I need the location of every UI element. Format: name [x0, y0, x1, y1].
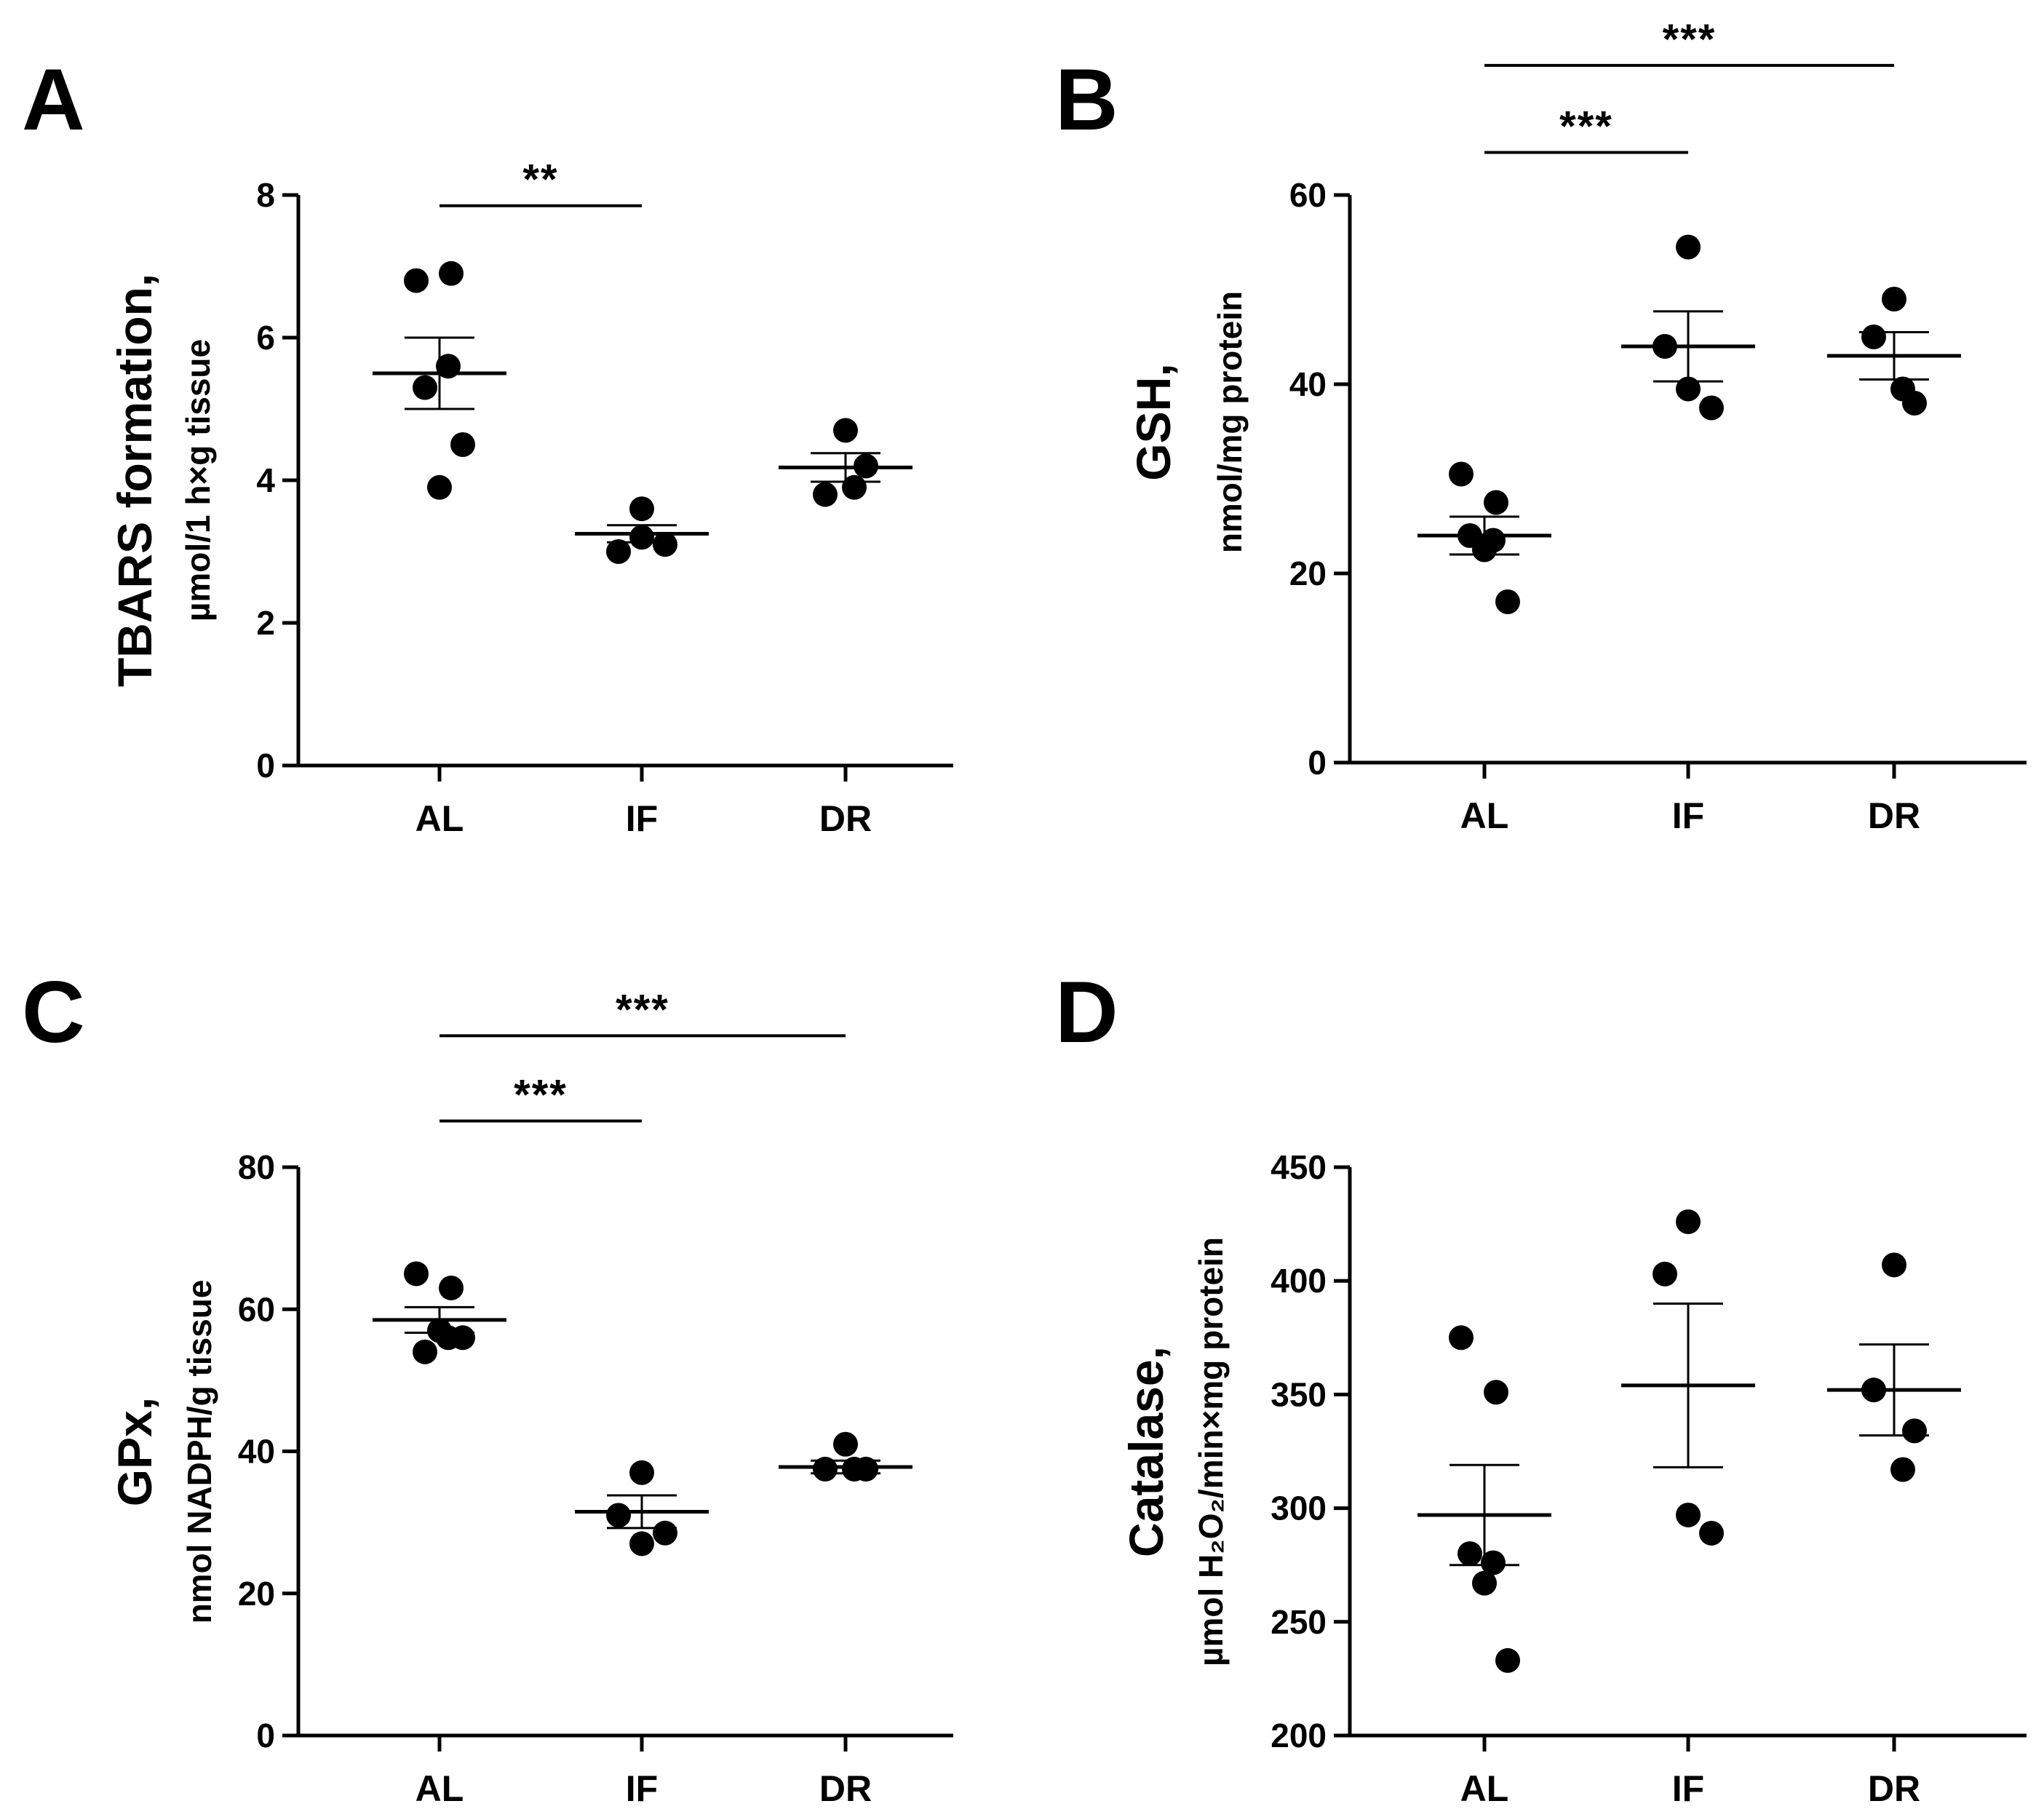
- y-tick-label: 4: [256, 461, 275, 499]
- data-point: [653, 532, 677, 557]
- y-axis-unit: µmol/1 h×g tissue: [179, 339, 217, 621]
- data-point: [1676, 1209, 1701, 1234]
- data-point: [833, 1431, 858, 1457]
- data-point: [1902, 1418, 1927, 1444]
- significance-label: ***: [1559, 103, 1613, 151]
- data-point: [404, 268, 429, 293]
- y-tick-label: 40: [1289, 365, 1327, 403]
- y-tick-label: 60: [1289, 176, 1327, 214]
- y-tick-label: 20: [238, 1575, 275, 1613]
- y-tick-label: 450: [1270, 1148, 1327, 1186]
- panel-c: C 0 20 40 60 80 AL IF DR GPx, nmol NADPH/g tissue *…: [22, 963, 953, 1809]
- data-point: [1699, 395, 1724, 421]
- x-category-label: IF: [626, 798, 658, 839]
- data-point: [842, 1456, 867, 1482]
- y-tick-label: 60: [238, 1290, 275, 1328]
- data-point: [1676, 376, 1701, 402]
- panel-letter: C: [22, 963, 85, 1061]
- data-point: [1882, 287, 1906, 311]
- data-point: [450, 1325, 475, 1351]
- y-tick-label: 300: [1270, 1490, 1327, 1527]
- data-point: [439, 261, 464, 286]
- x-category-label: AL: [415, 798, 464, 839]
- data-point: [1484, 1380, 1508, 1405]
- x-category-label: DR: [819, 1768, 872, 1809]
- data-point: [813, 1456, 838, 1482]
- data-point: [813, 482, 838, 507]
- data-point: [1890, 1457, 1915, 1482]
- y-tick-label: 2: [256, 604, 275, 642]
- panel-b: B 0 20 40 60 AL IF DR GSH, nmol/mg protein *** ***: [1055, 16, 2027, 836]
- y-tick-label: 0: [256, 747, 275, 784]
- data-point: [1495, 1647, 1520, 1673]
- panel-a: A 0 2 4 6 8 AL IF DR TBARS formation, µmol/1 h×g t…: [22, 51, 953, 839]
- y-tick-label: 40: [238, 1433, 275, 1471]
- significance-label: ***: [1663, 16, 1717, 63]
- data-point: [1472, 1570, 1497, 1596]
- y-axis-title: GPx,: [108, 1397, 162, 1506]
- x-category-label: AL: [1460, 795, 1509, 836]
- data-point: [1882, 1252, 1906, 1278]
- data-point: [1495, 589, 1520, 614]
- data-point: [1481, 1550, 1506, 1575]
- data-point: [629, 1460, 654, 1485]
- data-point: [450, 432, 475, 457]
- y-tick-label: 250: [1270, 1603, 1327, 1641]
- data-point: [413, 1339, 437, 1364]
- significance-label: ***: [616, 986, 669, 1033]
- data-point: [1699, 1520, 1724, 1546]
- data-point: [1449, 461, 1474, 487]
- data-point: [1890, 376, 1915, 402]
- panel-d: D 200 250 300 350 400 450 AL IF DR Catalase, µmol H…: [1055, 963, 2027, 1809]
- data-point: [606, 539, 631, 564]
- data-point: [1676, 1502, 1701, 1527]
- x-category-label: IF: [626, 1768, 658, 1809]
- x-category-label: DR: [1868, 1768, 1920, 1809]
- y-tick-label: 8: [256, 176, 275, 214]
- data-point: [629, 1531, 654, 1556]
- data-point: [413, 375, 437, 400]
- panel-letter: A: [22, 51, 85, 148]
- data-point: [1653, 1261, 1677, 1287]
- y-tick-label: 400: [1270, 1262, 1327, 1300]
- data-point: [1449, 1325, 1474, 1351]
- y-axis-unit: nmol/mg protein: [1211, 291, 1249, 553]
- y-tick-label: 80: [238, 1148, 275, 1186]
- data-point: [1861, 325, 1886, 349]
- significance-label: ***: [514, 1072, 568, 1119]
- data-point: [404, 1261, 429, 1287]
- y-axis-unit: nmol NADPH/g tissue: [180, 1280, 218, 1624]
- y-axis-unit: µmol H₂O₂/min×mg protein: [1192, 1237, 1230, 1666]
- y-tick-label: 0: [256, 1717, 275, 1754]
- y-axis-title: Catalase,: [1119, 1346, 1173, 1557]
- y-tick-label: 20: [1289, 554, 1327, 592]
- data-point: [1676, 234, 1701, 260]
- data-point: [427, 474, 452, 500]
- significance-label: **: [522, 156, 558, 204]
- x-category-label: DR: [819, 798, 872, 839]
- data-point: [439, 1275, 464, 1300]
- data-point: [1458, 1541, 1482, 1567]
- data-point: [606, 1503, 631, 1528]
- y-tick-label: 0: [1308, 744, 1327, 782]
- x-category-label: DR: [1868, 795, 1920, 836]
- panel-letter: B: [1055, 51, 1118, 148]
- panel-letter: D: [1055, 963, 1118, 1061]
- data-point: [653, 1520, 677, 1546]
- y-tick-label: 350: [1270, 1375, 1327, 1413]
- data-point: [629, 496, 654, 522]
- data-point: [1484, 490, 1508, 515]
- x-category-label: AL: [415, 1768, 464, 1809]
- x-category-label: AL: [1460, 1768, 1509, 1809]
- y-tick-label: 200: [1270, 1717, 1327, 1754]
- x-category-label: IF: [1672, 1768, 1704, 1809]
- data-point: [833, 418, 858, 443]
- y-axis-title: GSH,: [1126, 363, 1180, 480]
- x-category-label: IF: [1672, 795, 1704, 836]
- y-tick-label: 6: [256, 319, 275, 357]
- y-axis-title: TBARS formation,: [108, 274, 162, 687]
